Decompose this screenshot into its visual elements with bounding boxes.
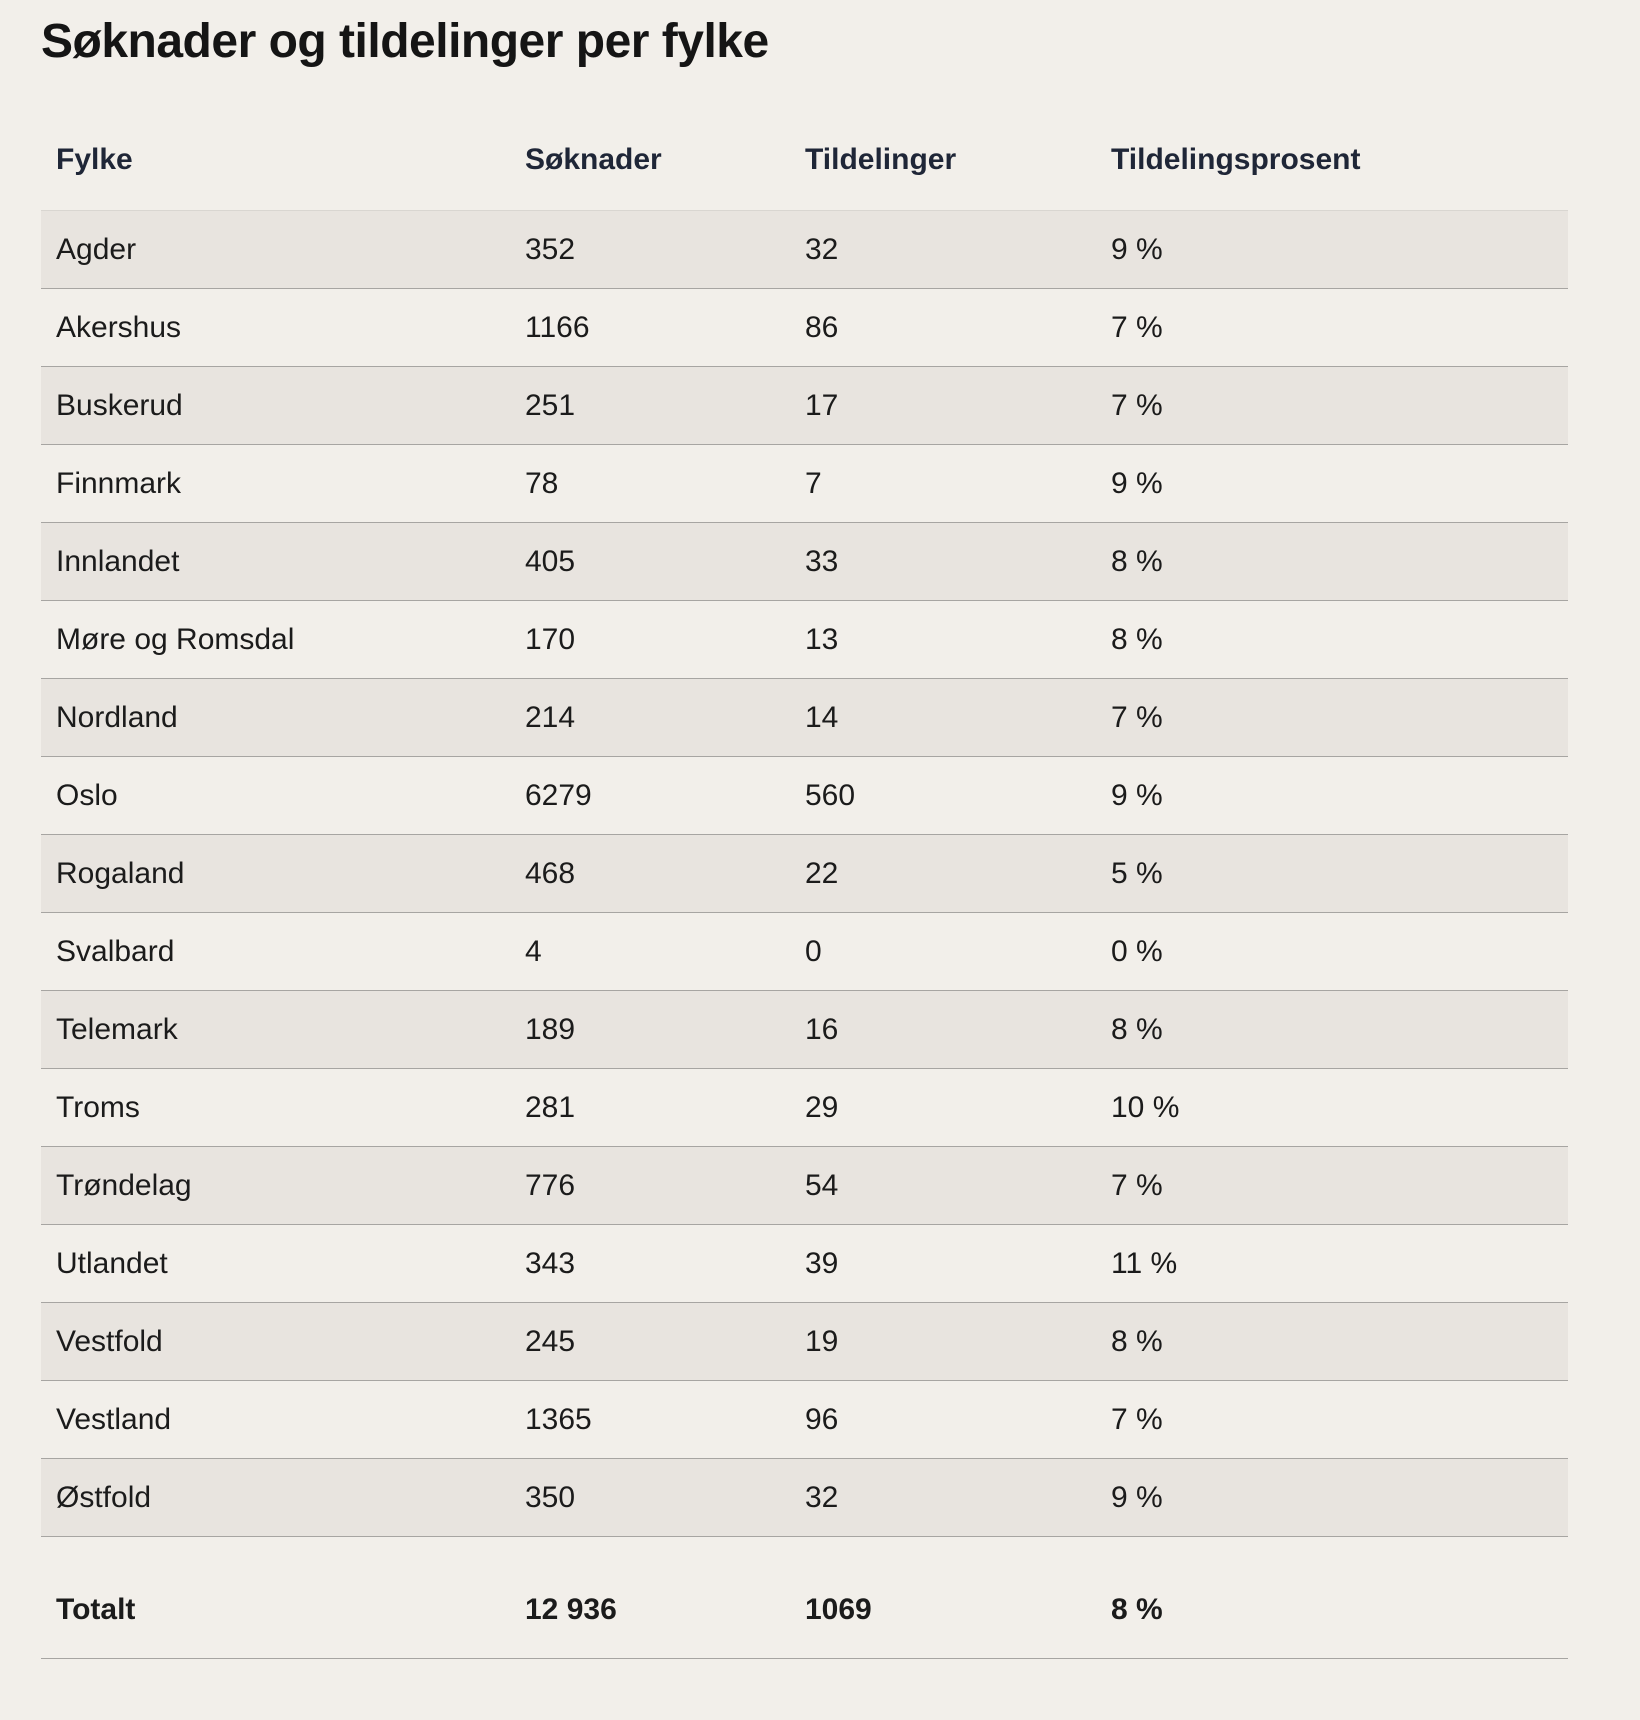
county-table: Fylke Søknader Tildelinger Tildelingspro… (41, 118, 1568, 1659)
cell-fylke: Telemark (56, 1012, 178, 1046)
cell-tildelinger: 17 (805, 388, 839, 422)
cell-tildelinger: 39 (805, 1246, 839, 1280)
table-row: Agder 352 32 9 % (41, 211, 1568, 289)
table-row: Østfold 350 32 9 % (41, 1459, 1568, 1537)
table-body: Agder 352 32 9 % Akershus 1166 86 7 % Buskerud 25… (41, 211, 1568, 1537)
total-soknader: 12 936 (525, 1592, 617, 1626)
table-row: Telemark 189 16 8 % (41, 991, 1568, 1069)
table-row: Vestfold 245 19 8 % (41, 1303, 1568, 1381)
total-tildelinger: 1069 (805, 1592, 872, 1626)
cell-soknader: 776 (525, 1168, 576, 1202)
cell-tildelinger: 16 (805, 1012, 839, 1046)
table-row: Akershus 1166 86 7 % (41, 289, 1568, 367)
cell-fylke: Agder (56, 232, 137, 266)
cell-tildelingsprosent: 9 % (1111, 466, 1163, 500)
cell-soknader: 350 (525, 1480, 576, 1514)
cell-tildelingsprosent: 8 % (1111, 544, 1163, 578)
table-row: Buskerud 251 17 7 % (41, 367, 1568, 445)
column-header-tildelingsprosent: Tildelingsprosent (1111, 143, 1361, 176)
table-row: Troms 281 29 10 % (41, 1069, 1568, 1147)
cell-tildelingsprosent: 10 % (1111, 1090, 1180, 1124)
cell-tildelinger: 32 (805, 1480, 839, 1514)
cell-soknader: 281 (525, 1090, 576, 1124)
cell-fylke: Buskerud (56, 388, 183, 422)
column-header-fylke: Fylke (56, 143, 133, 176)
cell-fylke: Møre og Romsdal (56, 622, 295, 656)
table-row: Nordland 214 14 7 % (41, 679, 1568, 757)
cell-tildelingsprosent: 7 % (1111, 1402, 1163, 1436)
cell-tildelingsprosent: 8 % (1111, 1012, 1163, 1046)
cell-tildelingsprosent: 5 % (1111, 856, 1163, 890)
cell-tildelingsprosent: 7 % (1111, 388, 1163, 422)
table-row: Svalbard 4 0 0 % (41, 913, 1568, 991)
table-row: Vestland 1365 96 7 % (41, 1381, 1568, 1459)
cell-fylke: Østfold (56, 1480, 152, 1514)
cell-soknader: 352 (525, 232, 576, 266)
cell-tildelingsprosent: 11 % (1111, 1246, 1178, 1280)
cell-fylke: Oslo (56, 778, 118, 812)
cell-tildelingsprosent: 7 % (1111, 310, 1163, 344)
column-header-soknader: Søknader (525, 143, 662, 176)
cell-tildelinger: 19 (805, 1324, 839, 1358)
table-row: Utlandet 343 39 11 % (41, 1225, 1568, 1303)
cell-tildelinger: 29 (805, 1090, 839, 1124)
cell-tildelinger: 86 (805, 310, 839, 344)
cell-tildelinger: 0 (805, 934, 822, 968)
cell-soknader: 6279 (525, 778, 592, 812)
column-header-tildelinger: Tildelinger (805, 143, 957, 176)
cell-soknader: 251 (525, 388, 576, 422)
cell-tildelinger: 96 (805, 1402, 839, 1436)
table-row: Innlandet 405 33 8 % (41, 523, 1568, 601)
cell-soknader: 214 (525, 700, 576, 734)
cell-soknader: 78 (525, 466, 559, 500)
table-row: Rogaland 468 22 5 % (41, 835, 1568, 913)
cell-fylke: Svalbard (56, 934, 175, 968)
cell-fylke: Akershus (56, 310, 182, 344)
cell-fylke: Vestfold (56, 1324, 163, 1358)
table-row: Oslo 6279 560 9 % (41, 757, 1568, 835)
cell-tildelingsprosent: 8 % (1111, 1324, 1163, 1358)
page-title: Søknader og tildelinger per fylke (41, 15, 769, 68)
cell-fylke: Rogaland (56, 856, 185, 890)
cell-fylke: Trøndelag (56, 1168, 192, 1202)
cell-fylke: Innlandet (56, 544, 180, 578)
cell-tildelinger: 33 (805, 544, 839, 578)
cell-fylke: Troms (56, 1090, 140, 1124)
cell-tildelingsprosent: 7 % (1111, 1168, 1163, 1202)
table-row: Finnmark 78 7 9 % (41, 445, 1568, 523)
table-row: Trøndelag 776 54 7 % (41, 1147, 1568, 1225)
cell-tildelinger: 14 (805, 700, 839, 734)
cell-tildelingsprosent: 7 % (1111, 700, 1163, 734)
cell-soknader: 468 (525, 856, 576, 890)
cell-tildelingsprosent: 0 % (1111, 934, 1163, 968)
cell-soknader: 170 (525, 622, 576, 656)
total-label: Totalt (56, 1592, 136, 1626)
cell-soknader: 189 (525, 1012, 576, 1046)
cell-soknader: 343 (525, 1246, 576, 1280)
table-header-row: Fylke Søknader Tildelinger Tildelingspro… (41, 118, 1568, 211)
cell-tildelinger: 560 (805, 778, 856, 812)
table-total-row: Totalt 12 936 1069 8 % (41, 1561, 1568, 1659)
cell-tildelingsprosent: 9 % (1111, 232, 1163, 266)
cell-soknader: 4 (525, 934, 542, 968)
cell-fylke: Nordland (56, 700, 178, 734)
cell-fylke: Utlandet (56, 1246, 168, 1280)
cell-tildelinger: 32 (805, 232, 839, 266)
cell-tildelingsprosent: 8 % (1111, 622, 1163, 656)
total-tildelingsprosent: 8 % (1111, 1592, 1163, 1626)
cell-fylke: Vestland (56, 1402, 172, 1436)
cell-tildelinger: 22 (805, 856, 839, 890)
cell-soknader: 245 (525, 1324, 576, 1358)
cell-tildelinger: 13 (805, 622, 839, 656)
cell-tildelingsprosent: 9 % (1111, 778, 1163, 812)
cell-soknader: 1365 (525, 1402, 592, 1436)
cell-fylke: Finnmark (56, 466, 182, 500)
cell-tildelingsprosent: 9 % (1111, 1480, 1163, 1514)
table-row: Møre og Romsdal 170 13 8 % (41, 601, 1568, 679)
cell-soknader: 405 (525, 544, 576, 578)
cell-tildelinger: 54 (805, 1168, 839, 1202)
cell-tildelinger: 7 (805, 466, 822, 500)
cell-soknader: 1166 (525, 310, 590, 344)
